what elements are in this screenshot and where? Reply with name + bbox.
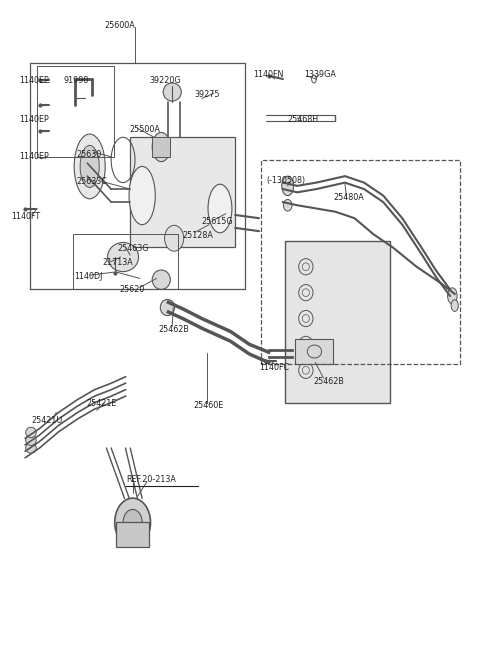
Ellipse shape bbox=[108, 242, 139, 272]
Ellipse shape bbox=[165, 226, 184, 251]
Text: 1140EP: 1140EP bbox=[20, 152, 49, 161]
Ellipse shape bbox=[283, 200, 292, 211]
Ellipse shape bbox=[115, 498, 151, 547]
Bar bbox=[295, 339, 333, 364]
Text: 25633C: 25633C bbox=[77, 177, 108, 186]
Text: (-130508): (-130508) bbox=[266, 176, 305, 185]
Text: 1140FT: 1140FT bbox=[11, 212, 40, 221]
Text: 25421U: 25421U bbox=[31, 416, 62, 425]
Text: 39275: 39275 bbox=[195, 90, 220, 99]
Text: 25620: 25620 bbox=[120, 285, 145, 294]
Ellipse shape bbox=[129, 166, 156, 225]
Ellipse shape bbox=[152, 133, 170, 162]
Text: 25480A: 25480A bbox=[333, 193, 364, 202]
Text: 21713A: 21713A bbox=[103, 258, 133, 267]
Bar bbox=[116, 523, 149, 547]
Bar bbox=[130, 137, 235, 248]
Text: REF.20-213A: REF.20-213A bbox=[126, 475, 176, 484]
Ellipse shape bbox=[208, 184, 232, 233]
Text: 1140EP: 1140EP bbox=[20, 115, 49, 124]
Ellipse shape bbox=[26, 435, 36, 445]
Text: 25630: 25630 bbox=[77, 150, 102, 159]
Ellipse shape bbox=[282, 176, 294, 196]
Ellipse shape bbox=[163, 83, 181, 101]
Text: 25500A: 25500A bbox=[129, 125, 160, 134]
Text: 25468H: 25468H bbox=[288, 115, 319, 124]
Ellipse shape bbox=[26, 443, 36, 453]
Text: 25615G: 25615G bbox=[202, 217, 233, 226]
Text: 1140DJ: 1140DJ bbox=[74, 272, 102, 281]
Ellipse shape bbox=[152, 270, 170, 289]
Text: 1140FN: 1140FN bbox=[253, 70, 284, 79]
Text: 1339GA: 1339GA bbox=[304, 70, 336, 79]
Text: 25463G: 25463G bbox=[117, 244, 148, 253]
Text: 25462B: 25462B bbox=[158, 325, 189, 334]
Ellipse shape bbox=[26, 427, 36, 437]
Ellipse shape bbox=[447, 288, 457, 304]
Text: 25462B: 25462B bbox=[313, 377, 344, 386]
Text: 1140EP: 1140EP bbox=[20, 77, 49, 86]
Text: 25421E: 25421E bbox=[86, 400, 117, 408]
Bar bbox=[285, 241, 390, 402]
Ellipse shape bbox=[160, 300, 175, 316]
Text: 25600A: 25600A bbox=[104, 21, 135, 30]
Text: 25460E: 25460E bbox=[193, 401, 224, 410]
Ellipse shape bbox=[74, 134, 105, 199]
Text: 1140FC: 1140FC bbox=[259, 363, 289, 372]
Ellipse shape bbox=[80, 146, 99, 187]
Text: 91990: 91990 bbox=[63, 77, 89, 86]
Text: 39220G: 39220G bbox=[149, 77, 181, 86]
Text: 25128A: 25128A bbox=[183, 231, 214, 240]
Ellipse shape bbox=[451, 300, 458, 311]
Ellipse shape bbox=[123, 510, 142, 536]
Bar bbox=[152, 137, 170, 157]
